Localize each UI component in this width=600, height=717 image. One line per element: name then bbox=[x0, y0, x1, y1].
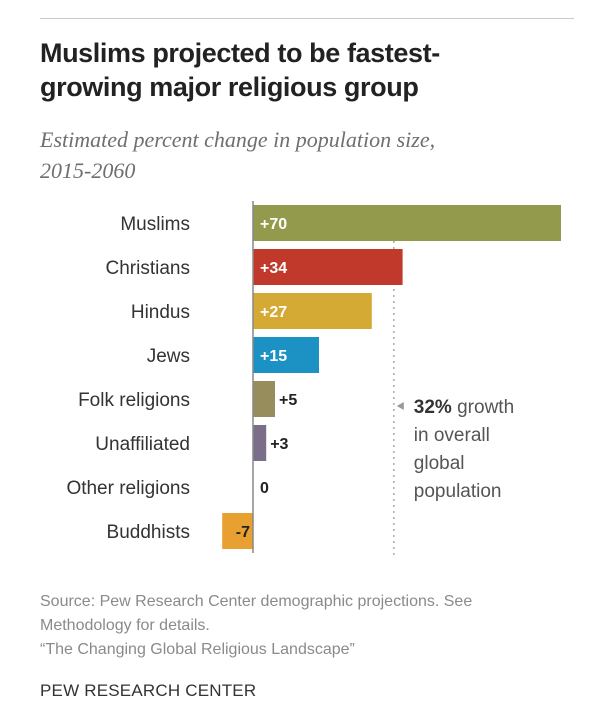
data-label: +3 bbox=[270, 436, 288, 453]
annotation-line: growth bbox=[452, 397, 514, 418]
bar-hindus bbox=[253, 293, 372, 329]
source-line-1: Source: Pew Research Center demographic … bbox=[40, 593, 473, 610]
top-divider bbox=[40, 18, 574, 19]
annotation-text: 32% growth in overall global population bbox=[414, 397, 514, 502]
source-note: Source: Pew Research Center demographic … bbox=[40, 590, 580, 662]
subtitle-line-1: Estimated percent change in population s… bbox=[40, 127, 436, 152]
chart-title: Muslims projected to be fastest- growing… bbox=[40, 36, 580, 104]
category-label: Unaffiliated bbox=[95, 434, 190, 455]
source-line-3: “The Changing Global Religious Landscape… bbox=[40, 641, 355, 658]
subtitle-line-2: 2015-2060 bbox=[40, 158, 136, 183]
bar-unaffiliated bbox=[253, 425, 267, 461]
bar-chart: Muslims +70 Christians +34 Hindus +27 Jews +15 F… bbox=[66, 201, 561, 557]
annotation-line: global bbox=[414, 453, 465, 474]
data-label: +27 bbox=[260, 304, 287, 321]
data-label: -7 bbox=[236, 524, 250, 541]
data-label: 0 bbox=[260, 480, 269, 497]
annotation-line: in overall bbox=[414, 425, 490, 446]
category-label: Christians bbox=[106, 258, 190, 279]
source-line-2: Methodology for details. bbox=[40, 617, 210, 634]
data-label: +15 bbox=[260, 348, 287, 365]
category-label: Buddhists bbox=[107, 522, 190, 543]
bar-muslims bbox=[253, 205, 561, 241]
data-label: +34 bbox=[260, 260, 287, 277]
chart-subtitle: Estimated percent change in population s… bbox=[40, 124, 580, 186]
category-label: Folk religions bbox=[78, 390, 190, 411]
annotation-line: population bbox=[414, 481, 502, 502]
bar-buddhists bbox=[222, 513, 253, 549]
category-label: Jews bbox=[147, 346, 190, 367]
annotation-arrow-icon bbox=[396, 402, 404, 410]
data-label: +5 bbox=[279, 392, 297, 409]
title-line-2: growing major religious group bbox=[40, 72, 419, 102]
annotation-bold: 32% bbox=[414, 397, 452, 418]
category-label: Muslims bbox=[120, 214, 190, 235]
category-label: Other religions bbox=[66, 478, 190, 499]
title-line-1: Muslims projected to be fastest- bbox=[40, 38, 440, 68]
bar-folk-religions bbox=[253, 381, 275, 417]
bar-christians bbox=[253, 249, 403, 285]
pew-brand: PEW RESEARCH CENTER bbox=[40, 681, 257, 700]
bar-jews bbox=[253, 337, 319, 373]
category-label: Hindus bbox=[131, 302, 190, 323]
data-label: +70 bbox=[260, 216, 287, 233]
